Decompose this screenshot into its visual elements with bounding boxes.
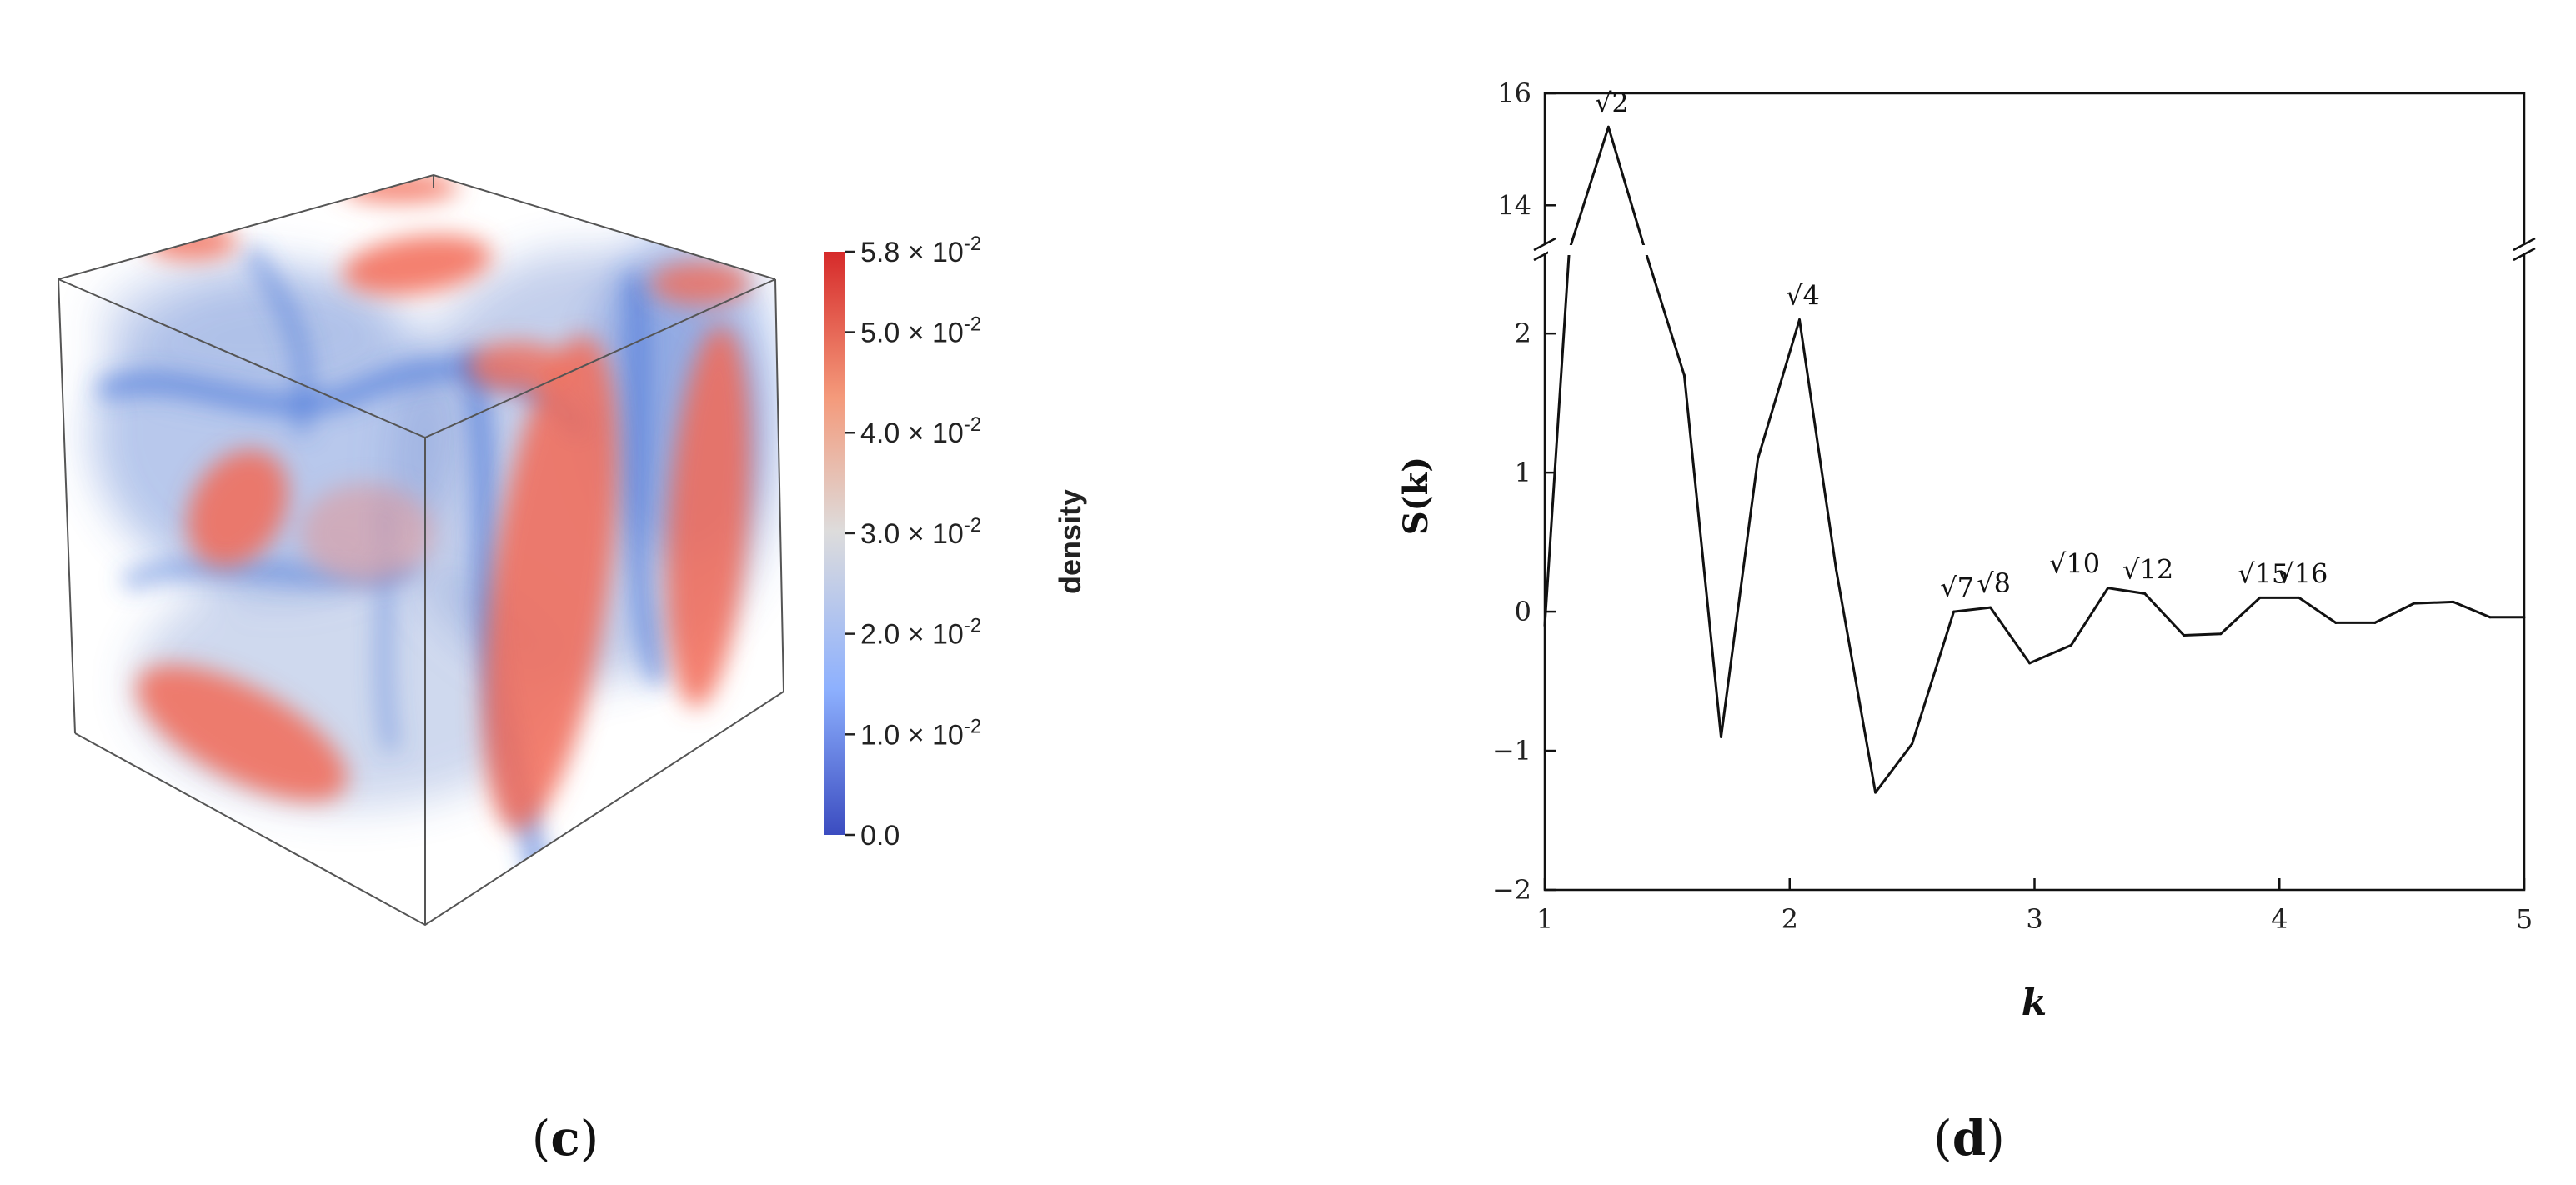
colorbar-tick-exponent: -2 bbox=[964, 232, 981, 255]
density-volume-render bbox=[92, 175, 775, 903]
data-point bbox=[2183, 633, 2186, 637]
colorbar-tick-exponent: -2 bbox=[964, 514, 981, 537]
data-point bbox=[1798, 318, 1801, 321]
panel-d-close: ) bbox=[1986, 1110, 2005, 1167]
data-point bbox=[2107, 587, 2110, 590]
series-group bbox=[1543, 125, 2526, 794]
colorbar-tick-exponent: -2 bbox=[964, 615, 981, 638]
data-point bbox=[2413, 602, 2416, 605]
colorbar-ticks: 5.8 × 10-25.0 × 10-24.0 × 10-23.0 × 10-2… bbox=[845, 232, 981, 852]
colorbar-tick-base: 5.0 × 10 bbox=[860, 318, 964, 349]
colorbar: 5.8 × 10-25.0 × 10-24.0 × 10-23.0 × 10-2… bbox=[824, 232, 1087, 852]
data-point bbox=[2028, 662, 2032, 665]
y-tick-label: 14 bbox=[1497, 189, 1531, 221]
data-point bbox=[2334, 621, 2338, 624]
colorbar-title: density bbox=[1053, 489, 1087, 594]
y-axis-label-text: S(k) bbox=[1396, 457, 1436, 535]
colorbar-tick-base: 4.0 × 10 bbox=[860, 418, 964, 449]
data-point bbox=[2143, 592, 2147, 595]
colorbar-tick-label: 5.0 × 10-2 bbox=[860, 313, 981, 349]
peak-annotation: √4 bbox=[1786, 279, 1820, 311]
panel-d-open: ( bbox=[1933, 1110, 1952, 1167]
data-point bbox=[1606, 125, 1610, 128]
y-tick-label: 2 bbox=[1515, 318, 1531, 349]
x-tick-label: 2 bbox=[1782, 903, 1798, 935]
data-point bbox=[1952, 610, 1956, 613]
plot-frame bbox=[1543, 92, 2526, 892]
panel-c-open: ( bbox=[532, 1110, 551, 1167]
colorbar-tick-base: 3.0 × 10 bbox=[860, 518, 964, 550]
svg-text:(d): (d) bbox=[1933, 1110, 2005, 1167]
colorbar-tick-label: 5.8 × 10-2 bbox=[860, 232, 981, 268]
y-tick-label: 1 bbox=[1515, 457, 1531, 488]
data-point bbox=[1757, 457, 1760, 460]
colorbar-tick-base: 1.0 × 10 bbox=[860, 719, 964, 751]
data-point bbox=[2070, 643, 2073, 647]
data-point bbox=[1682, 373, 1686, 377]
data-point bbox=[1720, 735, 1722, 738]
panel-d-letter: d bbox=[1952, 1110, 1987, 1167]
data-point bbox=[1989, 606, 1992, 609]
colorbar-tick-exponent: -2 bbox=[964, 313, 981, 336]
x-tick-label: 5 bbox=[2516, 903, 2533, 935]
data-point bbox=[2373, 621, 2377, 624]
data-point bbox=[1543, 624, 1546, 628]
data-point bbox=[1835, 568, 1838, 572]
y-axis-label: S(k) bbox=[1396, 457, 1436, 535]
colorbar-tick-base: 2.0 × 10 bbox=[860, 619, 964, 651]
peak-annotation: √7 bbox=[1940, 572, 1974, 603]
peak-annotation: √2 bbox=[1595, 87, 1629, 118]
y-tick-label: 16 bbox=[1497, 78, 1531, 109]
peak-annotation: √15 bbox=[2238, 558, 2288, 589]
volume-red-domains bbox=[136, 175, 751, 832]
colorbar-tick-label: 4.0 × 10-2 bbox=[860, 413, 981, 449]
peak-annotation: √8 bbox=[1977, 568, 2011, 599]
cube-wireframe bbox=[58, 173, 784, 927]
data-point bbox=[2523, 616, 2526, 619]
colorbar-tick-label: 1.0 × 10-2 bbox=[860, 715, 981, 751]
x-axis-ticks: 1 2 3 4 5 bbox=[1536, 878, 2533, 935]
colorbar-tick-label: 2.0 × 10-2 bbox=[860, 615, 981, 651]
peak-annotation: √16 bbox=[2277, 558, 2328, 589]
annotations: √2 √4 √7 √8 √10 √12 √15√16 bbox=[1595, 87, 2328, 603]
data-point bbox=[2452, 600, 2455, 603]
peak-annotation: √10 bbox=[2049, 548, 2100, 580]
colorbar-tick-label: 0.0 bbox=[860, 820, 900, 852]
colorbar-tick-base: 5.8 × 10 bbox=[860, 237, 964, 268]
series-line bbox=[1543, 125, 2524, 794]
y-tick-label: −2 bbox=[1492, 874, 1531, 906]
axis-break-marks bbox=[1533, 237, 2536, 262]
colorbar-tick-exponent: -2 bbox=[964, 413, 981, 436]
x-tick-label: 3 bbox=[2026, 903, 2042, 935]
peak-annotation: √12 bbox=[2122, 553, 2173, 585]
data-point bbox=[1874, 791, 1877, 794]
y-tick-label: −1 bbox=[1492, 735, 1531, 767]
panel-c-close: ) bbox=[580, 1110, 599, 1167]
data-point bbox=[1911, 742, 1914, 746]
data-point bbox=[2258, 596, 2262, 599]
x-tick-label: 4 bbox=[2271, 903, 2288, 935]
colorbar-gradient bbox=[824, 252, 845, 835]
svg-text:(c): (c) bbox=[532, 1110, 599, 1167]
data-point bbox=[2298, 596, 2301, 599]
y-tick-label: 0 bbox=[1515, 596, 1531, 628]
panel-label-d: (d) bbox=[1933, 1110, 2005, 1167]
colorbar-tick-exponent: -2 bbox=[964, 715, 981, 738]
data-point bbox=[2219, 632, 2223, 636]
colorbar-tick-base: 0.0 bbox=[860, 820, 900, 852]
colorbar-tick-label: 3.0 × 10-2 bbox=[860, 514, 981, 550]
data-point bbox=[2488, 616, 2492, 619]
panel-label-c: (c) bbox=[532, 1110, 599, 1167]
panel-c-volume bbox=[58, 173, 784, 927]
panel-c-letter: c bbox=[550, 1110, 579, 1167]
x-axis-label: k bbox=[2022, 982, 2047, 1024]
line-break-gap bbox=[1548, 245, 1681, 255]
x-tick-label: 1 bbox=[1536, 903, 1553, 935]
